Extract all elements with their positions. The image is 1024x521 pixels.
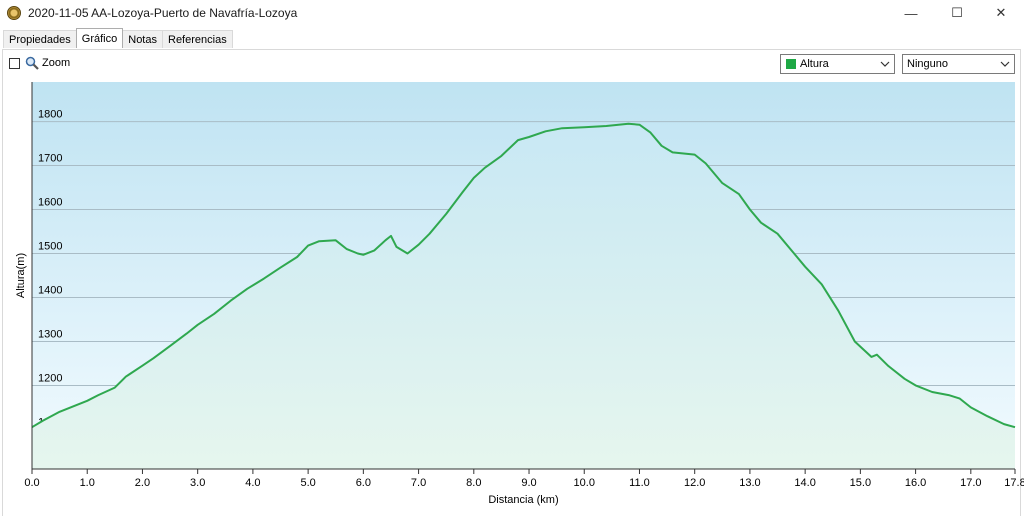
y-tick-label: 1400	[38, 284, 62, 296]
x-tick-label: 5.0	[300, 477, 315, 489]
chevron-down-icon	[1000, 61, 1010, 67]
x-tick-label: 14.0	[794, 477, 815, 489]
x-tick-label: 17.8	[1004, 477, 1024, 489]
x-tick-label: 13.0	[739, 477, 760, 489]
x-tick-label: 7.0	[411, 477, 426, 489]
x-tick-label: 1.0	[80, 477, 95, 489]
window-title: 2020-11-05 AA-Lozoya-Puerto de Navafría-…	[28, 6, 298, 20]
y-tick-label: 1300	[38, 328, 62, 340]
x-tick-label: 15.0	[850, 477, 871, 489]
elevation-area	[32, 123, 1015, 470]
secondary-series-select[interactable]: Ninguno	[902, 54, 1015, 74]
series-select-value: Altura	[800, 58, 829, 70]
series-select[interactable]: Altura	[780, 54, 895, 74]
x-tick-label: 11.0	[629, 477, 650, 489]
x-tick-label: 10.0	[574, 477, 595, 489]
x-axis-label: Distancia (km)	[488, 494, 558, 506]
chevron-down-icon	[880, 61, 890, 67]
zoom-checkbox[interactable]	[9, 58, 20, 69]
x-tick-label: 9.0	[521, 477, 536, 489]
close-button[interactable]: ✕	[995, 5, 1007, 20]
y-tick-label: 1700	[38, 153, 62, 165]
bottom-edge	[0, 516, 1024, 521]
elevation-line	[31, 122, 1016, 429]
y-tick-label: 1800	[38, 109, 62, 121]
y-tick-label: 1500	[38, 241, 62, 253]
x-tick-label: 17.0	[960, 477, 981, 489]
app-icon	[7, 6, 21, 20]
minimize-button[interactable]: —	[904, 5, 918, 21]
tab-bar: Propiedades Gráfico Notas Referencias	[3, 28, 233, 49]
y-tick-label: 1200	[38, 372, 62, 384]
y-axis-label: Altura(m)	[15, 253, 27, 298]
series-color-swatch	[786, 59, 796, 69]
x-tick-label: 12.0	[684, 477, 705, 489]
tab-grafico[interactable]: Gráfico	[75, 28, 124, 48]
x-tick-label: 3.0	[190, 477, 205, 489]
x-tick-label: 4.0	[245, 477, 260, 489]
x-tick-label: 6.0	[356, 477, 371, 489]
x-tick-label: 0.0	[24, 477, 39, 489]
maximize-button[interactable]: ☐	[951, 5, 963, 20]
tab-propiedades[interactable]: Propiedades	[3, 30, 77, 48]
x-tick-label: 16.0	[905, 477, 926, 489]
magnifier-icon[interactable]	[25, 56, 39, 70]
title-bar: 2020-11-05 AA-Lozoya-Puerto de Navafría-…	[0, 0, 1024, 26]
tab-notas[interactable]: Notas	[122, 30, 163, 48]
tab-referencias[interactable]: Referencias	[162, 30, 233, 48]
x-tick-label: 8.0	[466, 477, 481, 489]
zoom-label: Zoom	[42, 57, 71, 69]
x-tick-label: 2.0	[135, 477, 150, 489]
y-tick-label: 1600	[38, 197, 62, 209]
elevation-chart: 110012001300140015001600170018000.01.02.…	[15, 82, 1024, 506]
secondary-select-value: Ninguno	[907, 58, 948, 70]
